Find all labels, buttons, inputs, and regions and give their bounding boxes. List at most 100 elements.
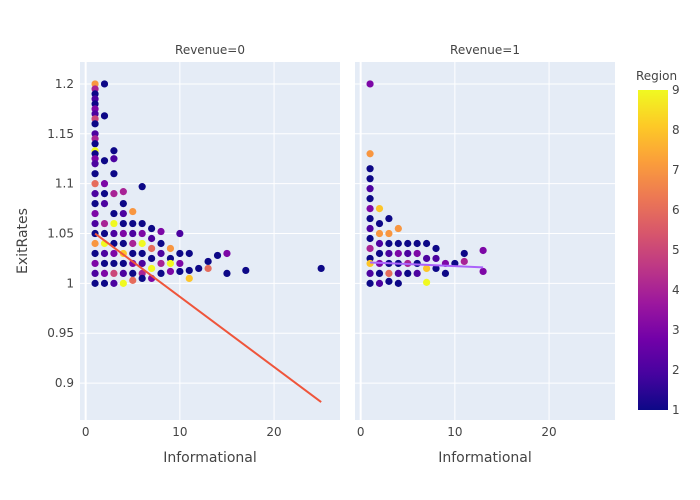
colorbar-tick-label: 4 — [672, 283, 680, 297]
scatter-point — [100, 279, 109, 287]
scatter-point — [385, 249, 393, 258]
scatter-point — [91, 239, 99, 248]
scatter-point — [110, 229, 118, 238]
scatter-point — [110, 155, 118, 163]
x-axis-label-right: Informational — [438, 450, 532, 466]
scatter-point — [119, 279, 127, 287]
scatter-point — [91, 160, 99, 168]
scatter-point — [375, 279, 384, 287]
scatter-point — [385, 214, 393, 223]
scatter-point — [394, 279, 402, 287]
scatter-point — [91, 110, 99, 118]
scatter-point — [147, 264, 156, 273]
plot-area-0 — [80, 62, 340, 420]
scatter-point — [385, 277, 393, 285]
scatter-point — [176, 259, 184, 268]
scatter-point — [138, 259, 146, 268]
scatter-point — [91, 219, 99, 228]
colorbar-tick-label: 1 — [672, 403, 680, 417]
scatter-point — [100, 80, 109, 88]
scatter-point — [375, 219, 384, 228]
colorbar-gradient — [638, 90, 668, 410]
scatter-point — [157, 259, 165, 268]
scatter-point — [129, 219, 137, 228]
scatter-point — [119, 239, 127, 248]
scatter-point — [110, 209, 118, 218]
scatter-point — [147, 244, 156, 253]
scatter-point — [157, 269, 165, 278]
scatter-point — [100, 157, 109, 165]
scatter-point — [375, 239, 384, 248]
x-axis-label-left: Informational — [163, 450, 257, 466]
x-tick-label: 20 — [266, 425, 281, 439]
scatter-point — [185, 249, 193, 258]
colorbar-tick-label: 3 — [672, 323, 680, 337]
scatter-point — [119, 259, 127, 268]
scatter-point — [432, 244, 440, 253]
scatter-point — [100, 190, 109, 198]
scatter-point — [91, 135, 99, 143]
scatter-point — [185, 274, 193, 282]
scatter-point — [204, 257, 212, 266]
scatter-point — [166, 244, 175, 253]
colorbar-tick-label: 8 — [672, 123, 680, 137]
x-tick-label: 0 — [82, 425, 90, 439]
scatter-point — [129, 249, 137, 258]
scatter-point — [129, 259, 137, 268]
scatter-point — [366, 224, 374, 233]
scatter-point — [110, 269, 118, 278]
scatter-point — [422, 254, 431, 263]
scatter-point — [166, 254, 175, 263]
scatter-point — [138, 219, 146, 228]
scatter-point — [119, 229, 127, 238]
scatter-point — [366, 165, 374, 173]
scatter-point — [375, 269, 384, 278]
scatter-point — [460, 249, 468, 258]
scatter-point — [366, 244, 374, 253]
scatter-point — [147, 234, 156, 243]
scatter-point — [147, 224, 156, 233]
scatter-point — [91, 120, 99, 128]
scatter-point — [385, 269, 393, 278]
scatter-point — [394, 249, 402, 258]
scatter-point — [91, 150, 99, 158]
panel-title-revenue-0: Revenue=0 — [175, 43, 245, 57]
scatter-point — [176, 267, 184, 276]
scatter-point — [119, 188, 127, 196]
scatter-point — [138, 183, 146, 191]
scatter-point — [413, 239, 421, 248]
scatter-point — [242, 266, 250, 275]
scatter-point — [157, 227, 165, 236]
scatter-point — [176, 229, 184, 238]
x-tick-label: 20 — [541, 425, 556, 439]
scatter-point — [138, 274, 146, 282]
scatter-point — [91, 105, 99, 113]
scatter-point — [147, 254, 156, 263]
colorbar-tick-label: 9 — [672, 83, 680, 97]
scatter-point — [432, 254, 440, 263]
scatter-point — [394, 224, 402, 233]
scatter-point — [204, 264, 212, 273]
scatter-point — [100, 112, 109, 120]
y-axis-label: ExitRates — [15, 208, 31, 274]
scatter-point — [91, 279, 99, 287]
scatter-point — [119, 209, 127, 218]
scatter-point — [91, 100, 99, 108]
scatter-point — [375, 204, 384, 213]
scatter-point — [366, 185, 374, 193]
scatter-point — [119, 219, 127, 228]
scatter-point — [91, 180, 99, 188]
scatter-point — [119, 200, 127, 208]
scatter-point — [166, 259, 175, 268]
scatter-point — [366, 150, 374, 158]
scatter-point — [413, 269, 421, 278]
scatter-point — [100, 269, 109, 278]
scatter-point — [100, 249, 109, 258]
scatter-point — [176, 249, 184, 258]
scatter-point — [479, 267, 487, 276]
scatter-point — [422, 239, 431, 248]
scatter-point — [366, 254, 374, 263]
scatter-point — [404, 239, 412, 248]
colorbar-tick-label: 7 — [672, 163, 680, 177]
